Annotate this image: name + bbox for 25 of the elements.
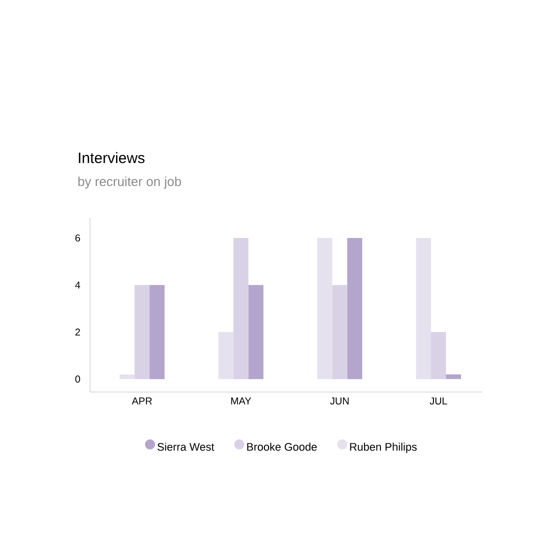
- bar: [248, 285, 264, 380]
- x-tick-label: JUN: [330, 398, 349, 405]
- bar: [317, 238, 332, 380]
- bar: [150, 285, 165, 380]
- bar: [446, 374, 462, 380]
- x-tick-label: JUL: [430, 398, 448, 405]
- legend-label: Ruben Philips: [350, 442, 417, 453]
- x-tick-label: APR: [132, 398, 152, 404]
- chart-title: Interviews: [78, 152, 144, 164]
- bar: [416, 238, 432, 380]
- bar: [120, 374, 135, 380]
- bar: [218, 332, 234, 380]
- chart-subtitle: by recruiter on job: [78, 176, 182, 189]
- bar: [233, 238, 248, 380]
- y-tick-label: 6: [75, 234, 80, 242]
- y-tick-label: 2: [75, 328, 80, 336]
- bar: [332, 285, 348, 380]
- y-tick-label: 4: [75, 282, 80, 288]
- legend-label: Sierra West: [158, 442, 214, 451]
- x-tick-label: MAY: [231, 398, 252, 404]
- bar: [347, 238, 362, 380]
- y-tick-label: 0: [75, 376, 80, 383]
- bar: [134, 285, 150, 380]
- bar: [431, 332, 446, 380]
- legend-label: Brooke Goode: [247, 442, 317, 451]
